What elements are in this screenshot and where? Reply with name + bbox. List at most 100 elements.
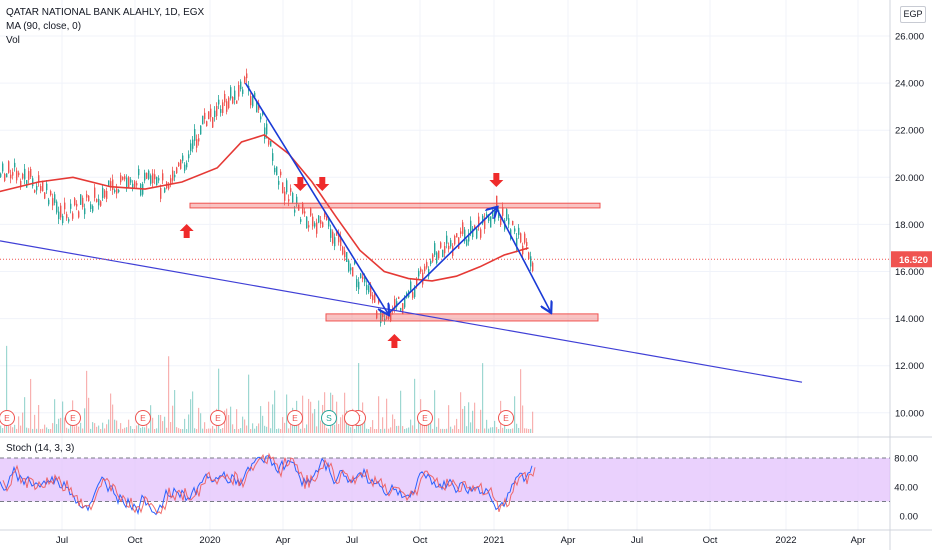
volume-bar [344,392,346,433]
volume-bar [460,392,462,433]
candle-body [114,189,116,193]
volume-bar [94,423,96,433]
volume-bar [218,368,220,433]
volume-bar [320,420,322,433]
candle-body [120,175,122,183]
volume-bar [456,418,458,433]
volume-bar [52,423,54,433]
candle-body [46,183,48,191]
ma-legend[interactable]: MA (90, close, 0) [6,21,82,32]
candle-body [314,223,316,227]
candle-body [264,127,266,140]
volume-bar [128,419,130,433]
volume-bar [430,423,432,433]
volume-bar [406,428,408,433]
event-letter: E [4,413,10,423]
candle-body [86,194,88,198]
volume-bar [86,370,88,433]
volume-bar [372,420,374,433]
candle-body [404,296,406,308]
candle-body [358,281,360,290]
volume-bar [32,428,34,433]
candle-body [440,242,442,248]
volume-legend[interactable]: Vol [6,35,20,46]
volume-bar [132,428,134,433]
candle-body [0,173,2,177]
volume-bar [308,398,310,433]
volume-bar [404,428,406,433]
sell-arrow-icon [293,177,308,191]
candle-body [162,173,164,181]
candle-body [354,260,356,265]
volume-bar [494,420,496,433]
volume-bar [470,422,472,433]
volume-bar [316,426,318,433]
volume-bar [148,428,150,433]
current-price-badge [891,251,932,268]
candle-body [468,233,470,242]
volume-bar [378,396,380,433]
candle-body [346,252,348,262]
symbol-title[interactable]: QATAR NATIONAL BANK ALAHLY, 1D, EGX [6,7,205,18]
volume-bar [486,419,488,433]
candle-body [374,293,376,303]
resistance-zone [189,202,601,209]
volume-bar [102,422,104,433]
candle-body [526,242,528,247]
volume-bar [498,428,500,433]
volume-bar [90,428,92,433]
volume-bar [10,425,12,433]
candle-body [58,211,60,220]
candle-body [530,256,532,267]
candle-body [378,299,380,304]
volume-bar [202,428,204,433]
time-tick-label: Jul [631,535,643,546]
candle-body [484,217,486,229]
currency-badge[interactable]: EGP [900,6,926,23]
volume-bar [30,378,32,433]
candle-body [88,195,90,201]
volume-bar [28,428,30,433]
time-tick-label: 2021 [483,535,504,546]
volume-bar [226,408,228,433]
volume-bar [24,397,26,433]
time-tick-label: Jul [346,535,358,546]
volume-bar [96,426,98,433]
candle-body [178,162,180,167]
candle-body [148,170,150,179]
volume-bar [192,391,194,433]
candle-body [202,115,204,125]
candle-body [90,204,92,210]
volume-bar [46,427,48,433]
candle-body [330,228,332,238]
volume-bar [240,428,242,433]
volume-bar [196,428,198,433]
volume-bar [48,428,50,433]
candle-body [508,218,510,225]
price-tick-label: 22.000 [895,126,924,137]
volume-bar [82,428,84,433]
volume-bar [342,414,344,433]
candle-body [8,161,10,173]
volume-bar [34,414,36,433]
candle-body [446,235,448,244]
candle-body [84,208,86,215]
volume-bar [158,414,160,433]
candle-body [290,188,292,192]
volume-bar [468,402,470,433]
candle-body [12,172,14,176]
volume-bar [206,428,208,433]
candle-body [420,268,422,272]
candle-body [158,178,160,181]
candle-body [156,177,158,186]
candle-body [174,174,176,178]
candle-body [82,197,84,208]
volume-bar [180,428,182,433]
stoch-legend[interactable]: Stoch (14, 3, 3) [6,443,75,454]
candle-body [368,285,370,293]
candle-body [66,214,68,219]
support-zone [325,313,599,322]
candle-body [122,176,124,180]
volume-bar [114,419,116,433]
